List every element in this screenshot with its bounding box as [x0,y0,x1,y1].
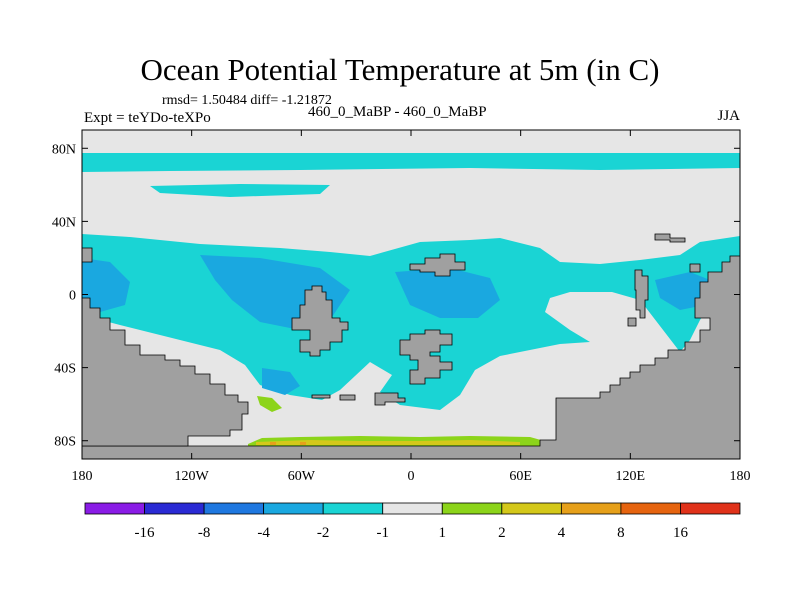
colorbar-swatch [322,502,384,515]
y-axis: 80N 40N 0 40S 80S [52,142,740,450]
cold-anomaly-patch-atlantic [395,268,500,318]
y-tick-label: 80S [54,435,76,450]
colorbar-label: 2 [498,525,506,541]
x-tick-label: 120W [175,469,210,484]
colorbar-label: -4 [257,525,270,541]
colorbar-label: -1 [376,525,389,541]
colorbar-label: 4 [558,525,566,541]
colorbar-label: -16 [135,525,155,541]
land-indian-island-north [654,233,686,243]
stats-line: rmsd= 1.50484 diff= -1.21872 [162,93,332,108]
land-atlantic-island-north [409,253,466,277]
north-atlantic-cold-patch [150,184,330,197]
antarctic-coastal-orange-dots [270,442,306,445]
x-tick-label: 0 [408,469,415,484]
colorbar-label: -8 [198,525,211,541]
colorbar-swatch [620,502,681,515]
x-tick-label: 60E [509,469,532,484]
y-tick-label: 0 [69,289,76,304]
colorbar-swatch [203,502,265,515]
land-atlantic-island-south [399,329,453,385]
colorbar-label: 16 [673,525,689,541]
colorbar-swatch [560,502,622,515]
colorbar-swatch [144,502,205,515]
x-axis: 180 120W 60W 0 60E 120E 180 [72,130,751,484]
land-central-pacific-island [291,285,349,357]
land-indian-island-small [627,263,701,327]
land-south-atlantic-island [311,392,406,406]
season-label: JJA [717,108,740,124]
land-masses [82,233,740,459]
south-pacific-warm-patch [257,396,282,412]
colorbar-swatch [680,502,741,515]
land-west-continent-edge [82,247,93,263]
colorbar-swatch [263,502,324,515]
y-tick-label: 40N [52,215,76,230]
colorbar: -16 -8 -4 -2 -1 1 2 4 8 16 [84,502,741,541]
land-antarctica [82,255,740,459]
colorbar-swatch [501,502,562,515]
cold-anomaly-patch-west-pacific [82,258,130,312]
antarctic-coastal-yellow-strip [256,440,520,445]
colorbar-swatch [84,502,145,515]
land-indian-peninsula [634,269,649,319]
colorbar-label: 8 [617,525,625,541]
land-south-america [82,297,249,447]
run-label: 460_0_MaBP - 460_0_MaBP [308,104,487,120]
y-tick-label: 40S [54,362,76,377]
x-tick-label: 180 [730,469,751,484]
x-tick-label: 60W [288,469,316,484]
experiment-label: Expt = teYDo-teXPo [84,110,211,126]
colorbar-swatch [382,502,443,515]
y-tick-label: 80N [52,142,76,157]
colorbar-swatch [441,502,503,515]
x-tick-label: 180 [72,469,93,484]
colorbar-label: -2 [317,525,330,541]
colorbar-label: 1 [439,525,447,541]
map-field [82,130,740,459]
cold-anomaly-patch-south-pacific [262,368,300,395]
x-tick-label: 120E [616,469,646,484]
chart-title: Ocean Potential Temperature at 5m (in C) [140,52,660,87]
arctic-cold-band [82,153,740,172]
